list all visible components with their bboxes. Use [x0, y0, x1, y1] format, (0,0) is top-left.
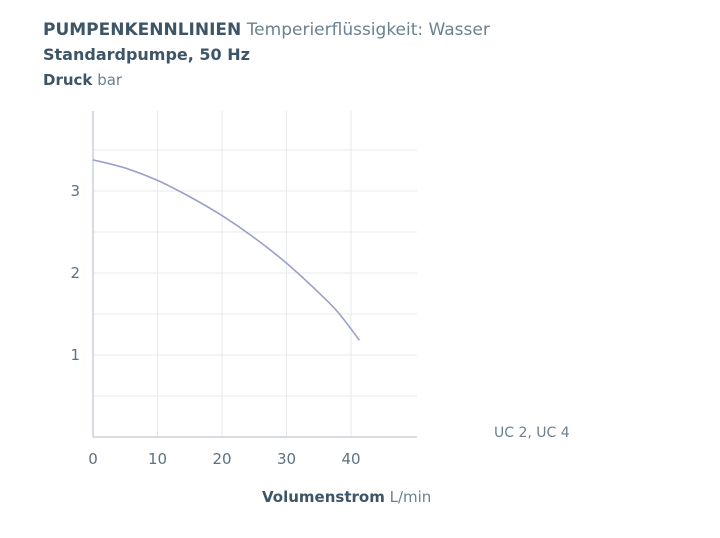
x-tick-label: 20	[212, 450, 231, 468]
tick-labels: 0 10 20 30 40 1 2 3	[70, 182, 360, 468]
series-group	[92, 159, 361, 341]
y-axis-title: Druck bar	[43, 71, 122, 89]
y-axis-title-unit: bar	[97, 71, 123, 89]
legend: UC 2, UC 4	[494, 425, 570, 441]
x-tick-label: 10	[148, 450, 167, 468]
series-line-0	[92, 159, 361, 341]
legend-label: UC 2, UC 4	[494, 425, 570, 441]
y-axis-title-name: Druck	[43, 71, 93, 89]
y-tick-label: 2	[70, 264, 80, 282]
x-tick-label: 0	[88, 450, 98, 468]
axes	[92, 111, 417, 438]
y-tick-label: 3	[70, 182, 80, 200]
chart-title-detail: Temperierflüssigkeit: Wasser	[246, 20, 490, 40]
y-tick-label: 1	[70, 346, 80, 364]
x-axis-title: Volumenstrom L/min	[262, 488, 431, 506]
x-tick-label: 30	[277, 450, 296, 468]
chart-title: PUMPENKENNLINIEN Temperierflüssigkeit: W…	[43, 20, 490, 40]
x-axis-title-name: Volumenstrom	[262, 488, 385, 506]
x-axis-title-unit: L/min	[389, 488, 432, 506]
grid-lines	[93, 111, 417, 437]
chart-title-main: PUMPENKENNLINIEN	[43, 20, 242, 40]
chart-subtitle: Standardpumpe, 50 Hz	[43, 45, 250, 64]
x-tick-label: 40	[341, 450, 360, 468]
